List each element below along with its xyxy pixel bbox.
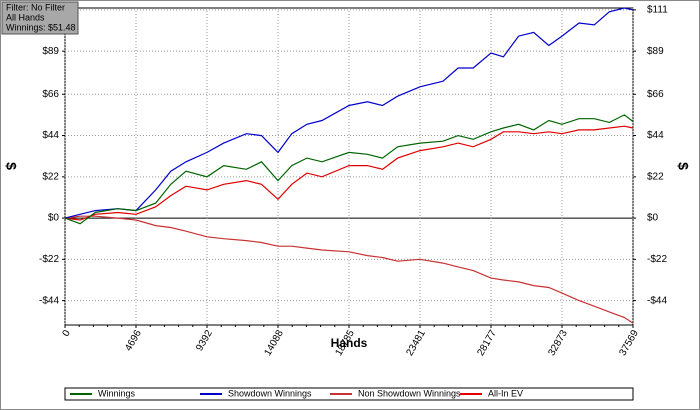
y-tick-label: $89 (42, 46, 59, 57)
info-text: All Hands (6, 12, 45, 22)
info-text: Winnings: $51.48 (6, 22, 76, 32)
series-line (64, 7, 634, 219)
info-box (1, 1, 79, 35)
y2-tick-label: $44 (647, 130, 664, 141)
y-tick-label: -$22 (39, 254, 59, 265)
y2-tick-label: $66 (647, 89, 664, 100)
series-line (64, 125, 634, 221)
series-line (64, 215, 634, 324)
plot-area (64, 7, 634, 326)
legend-label: Non Showdown Winnings (358, 388, 461, 398)
legend-label: All-In EV (488, 388, 523, 398)
y-tick-label: $0 (48, 213, 60, 224)
x-axis-label: Hands (331, 336, 368, 350)
y2-tick-label: $0 (647, 213, 659, 224)
y2-tick-label: -$44 (647, 295, 667, 306)
y-tick-label: $66 (42, 89, 59, 100)
info-text: Filter: No Filter (6, 2, 65, 12)
y2-tick-label: $111 (647, 5, 668, 16)
y2-tick-label: $22 (647, 171, 664, 182)
y2-axis-label: $ (675, 162, 691, 170)
y2-tick-label: $89 (647, 46, 664, 57)
legend-label: Showdown Winnings (228, 388, 312, 398)
y-tick-label: $22 (42, 171, 59, 182)
legend-label: Winnings (98, 388, 136, 398)
y2-tick-label: -$22 (647, 254, 667, 265)
y-axis-label: $ (3, 162, 19, 170)
x-tick-label: 0 (61, 328, 74, 339)
y-tick-label: -$44 (39, 295, 59, 306)
series-line (64, 114, 634, 225)
y-tick-label: $44 (42, 130, 59, 141)
